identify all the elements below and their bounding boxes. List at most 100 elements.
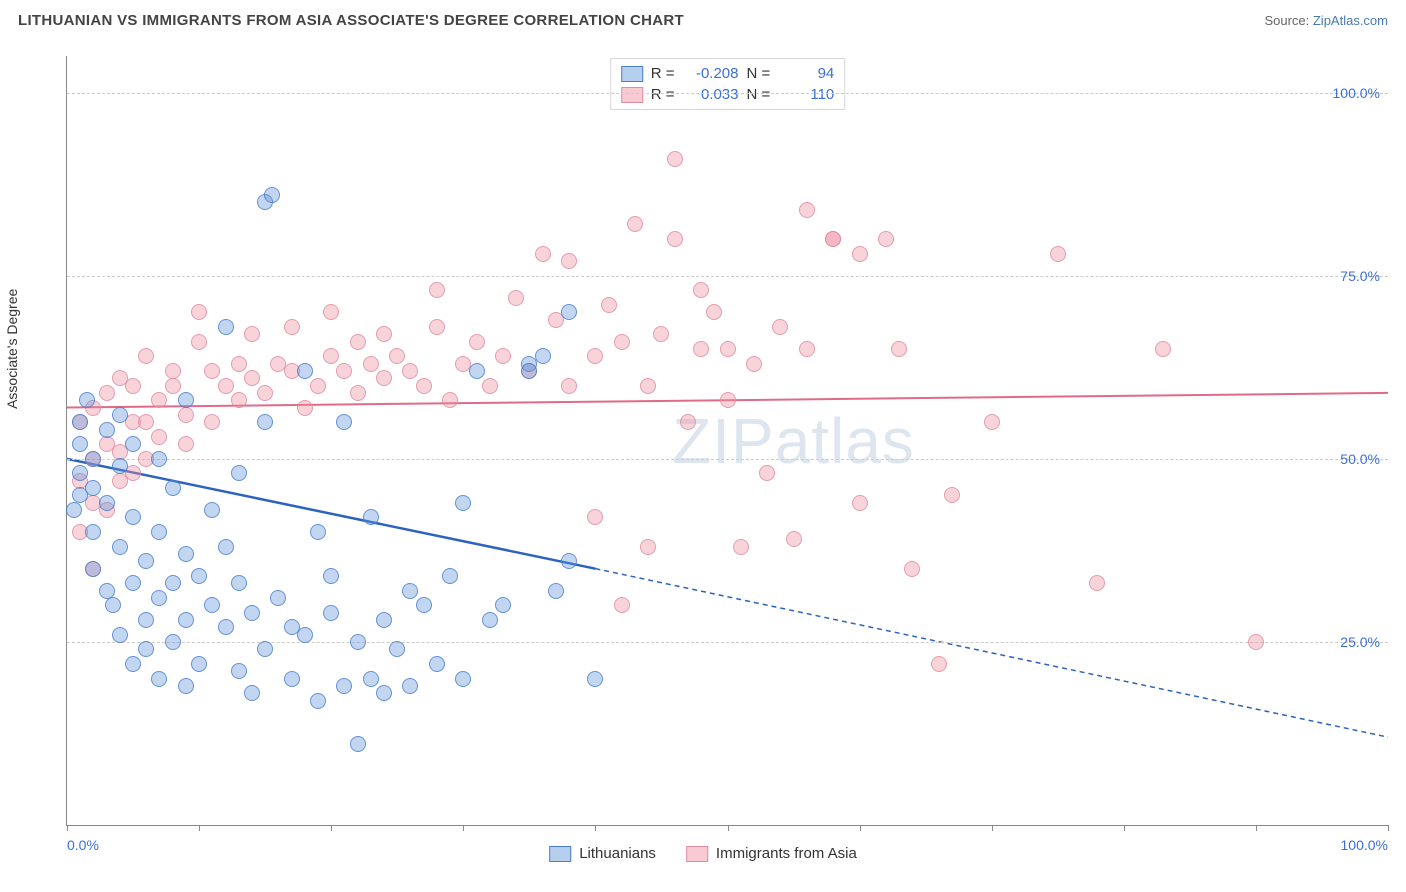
- data-point: [165, 378, 181, 394]
- data-point: [482, 378, 498, 394]
- data-point: [535, 246, 551, 262]
- legend-label: Immigrants from Asia: [716, 845, 857, 862]
- data-point: [297, 363, 313, 379]
- data-point: [402, 363, 418, 379]
- data-point: [72, 414, 88, 430]
- data-point: [746, 356, 762, 372]
- data-point: [336, 414, 352, 430]
- data-point: [72, 465, 88, 481]
- r-value: -0.208: [683, 65, 739, 82]
- data-point: [112, 458, 128, 474]
- data-point: [178, 612, 194, 628]
- data-point: [151, 429, 167, 445]
- data-point: [66, 502, 82, 518]
- data-point: [284, 319, 300, 335]
- data-point: [218, 539, 234, 555]
- data-point: [99, 422, 115, 438]
- legend-item: Immigrants from Asia: [686, 845, 857, 862]
- data-point: [85, 561, 101, 577]
- n-label: N =: [747, 65, 771, 82]
- data-point: [138, 553, 154, 569]
- data-point: [112, 539, 128, 555]
- trend-lines: [67, 56, 1388, 825]
- data-point: [376, 326, 392, 342]
- data-point: [204, 414, 220, 430]
- x-axis-label: 100.0%: [1341, 837, 1388, 853]
- data-point: [720, 392, 736, 408]
- data-point: [376, 612, 392, 628]
- legend-stat-row: R =0.033N =110: [621, 84, 835, 105]
- data-point: [264, 187, 280, 203]
- data-point: [944, 487, 960, 503]
- data-point: [561, 253, 577, 269]
- data-point: [191, 304, 207, 320]
- data-point: [218, 319, 234, 335]
- data-point: [72, 436, 88, 452]
- data-point: [786, 531, 802, 547]
- data-point: [85, 451, 101, 467]
- source-prefix: Source:: [1264, 13, 1312, 28]
- data-point: [323, 304, 339, 320]
- data-point: [350, 736, 366, 752]
- data-point: [125, 509, 141, 525]
- data-point: [99, 385, 115, 401]
- x-tick: [1256, 825, 1257, 831]
- data-point: [482, 612, 498, 628]
- data-point: [151, 590, 167, 606]
- data-point: [389, 641, 405, 657]
- data-point: [204, 363, 220, 379]
- data-point: [323, 568, 339, 584]
- data-point: [99, 495, 115, 511]
- data-point: [720, 341, 736, 357]
- data-point: [455, 671, 471, 687]
- data-point: [284, 671, 300, 687]
- x-tick: [1124, 825, 1125, 831]
- source-link[interactable]: ZipAtlas.com: [1313, 13, 1388, 28]
- data-point: [799, 202, 815, 218]
- data-point: [125, 575, 141, 591]
- data-point: [138, 641, 154, 657]
- data-point: [244, 685, 260, 701]
- data-point: [799, 341, 815, 357]
- data-point: [350, 385, 366, 401]
- data-point: [363, 356, 379, 372]
- data-point: [105, 597, 121, 613]
- watermark: ZIPatlas: [672, 404, 915, 478]
- data-point: [759, 465, 775, 481]
- data-point: [178, 546, 194, 562]
- n-value: 94: [778, 65, 834, 82]
- data-point: [904, 561, 920, 577]
- data-point: [891, 341, 907, 357]
- x-tick: [331, 825, 332, 831]
- data-point: [548, 583, 564, 599]
- data-point: [561, 304, 577, 320]
- data-point: [85, 480, 101, 496]
- data-point: [231, 356, 247, 372]
- legend-swatch: [621, 66, 643, 82]
- data-point: [1050, 246, 1066, 262]
- n-label: N =: [747, 86, 771, 103]
- data-point: [614, 597, 630, 613]
- data-point: [99, 583, 115, 599]
- correlation-legend: R =-0.208N =94R =0.033N =110: [610, 58, 846, 110]
- data-point: [587, 671, 603, 687]
- x-tick: [67, 825, 68, 831]
- y-tick-label: 25.0%: [1340, 634, 1380, 650]
- data-point: [191, 334, 207, 350]
- data-point: [389, 348, 405, 364]
- data-point: [125, 436, 141, 452]
- chart-title: LITHUANIAN VS IMMIGRANTS FROM ASIA ASSOC…: [18, 12, 684, 29]
- data-point: [535, 348, 551, 364]
- data-point: [653, 326, 669, 342]
- data-point: [680, 414, 696, 430]
- data-point: [257, 414, 273, 430]
- data-point: [138, 612, 154, 628]
- data-point: [323, 605, 339, 621]
- data-point: [825, 231, 841, 247]
- data-point: [244, 370, 260, 386]
- data-point: [165, 634, 181, 650]
- data-point: [151, 392, 167, 408]
- data-point: [336, 363, 352, 379]
- data-point: [112, 627, 128, 643]
- data-point: [601, 297, 617, 313]
